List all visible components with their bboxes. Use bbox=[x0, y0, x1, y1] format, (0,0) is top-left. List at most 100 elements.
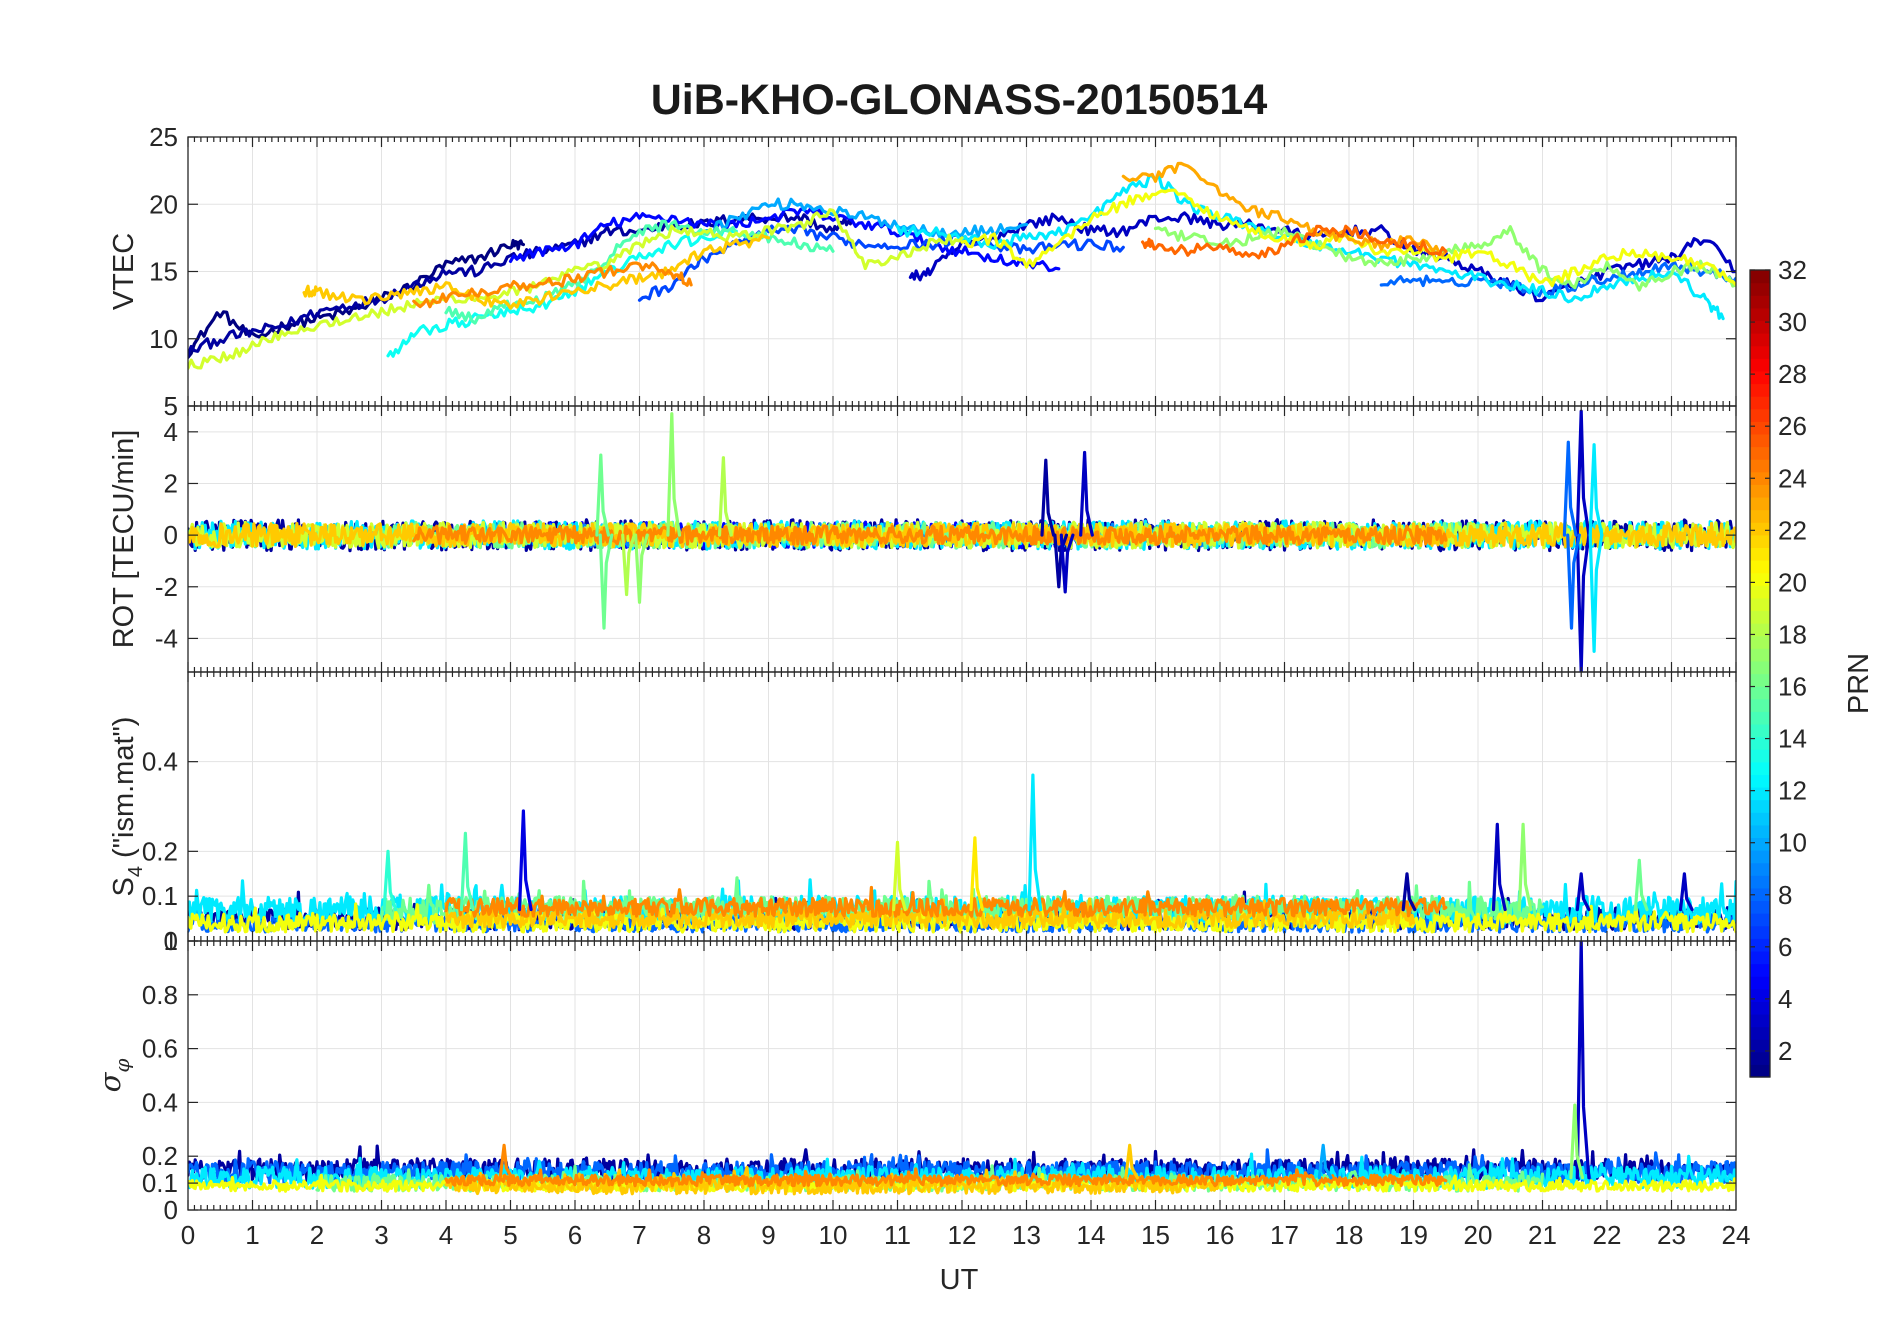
ytick-label: 0.8 bbox=[142, 980, 178, 1010]
traces-s4 bbox=[188, 773, 1736, 934]
xtick-label: 15 bbox=[1141, 1220, 1170, 1250]
colorbar-segment bbox=[1750, 698, 1770, 712]
ytick-label: 2 bbox=[164, 468, 178, 498]
xtick-label: 16 bbox=[1206, 1220, 1235, 1250]
ytick-label: 25 bbox=[149, 122, 178, 152]
series-prn-7 bbox=[637, 224, 1125, 302]
spike-prn-3 bbox=[1059, 533, 1075, 594]
spike-prn-3 bbox=[1491, 822, 1507, 912]
colorbar-segment bbox=[1750, 723, 1770, 738]
colorbar-tick-label: 20 bbox=[1778, 567, 1807, 597]
colorbar-segment bbox=[1750, 1026, 1770, 1040]
colorbar-segment bbox=[1750, 1064, 1770, 1078]
colorbar-tick-label: 24 bbox=[1778, 463, 1807, 493]
ytick-label: 0.1 bbox=[142, 1168, 178, 1198]
xtick-label: 8 bbox=[697, 1220, 711, 1250]
xtick-label: 12 bbox=[948, 1220, 977, 1250]
spike-prn-3 bbox=[1575, 533, 1591, 672]
colorbar-tick-label: 16 bbox=[1778, 672, 1807, 702]
series-prn-19 bbox=[188, 208, 964, 370]
colorbar-segment bbox=[1750, 976, 1770, 990]
spike-prn-21 bbox=[969, 836, 985, 912]
traces-rot bbox=[188, 409, 1736, 672]
spike-prn-22 bbox=[1124, 1143, 1139, 1180]
ytick-label: 0 bbox=[164, 926, 178, 956]
ylabel-sigma_phi: σφ bbox=[93, 1059, 134, 1093]
spike-prn-19 bbox=[892, 840, 907, 912]
colorbar-segment bbox=[1750, 1001, 1770, 1015]
ytick-label: 0.2 bbox=[142, 1141, 178, 1171]
colorbar-segment bbox=[1750, 585, 1770, 599]
xtick-label: 20 bbox=[1464, 1220, 1493, 1250]
colorbar-tick-label: 8 bbox=[1778, 880, 1792, 910]
xtick-label: 3 bbox=[374, 1220, 388, 1250]
colorbar-tick-label: 10 bbox=[1778, 828, 1807, 858]
panel-rot: -4 -2 0 2 4 ROT [TECU/min] bbox=[108, 405, 1737, 673]
xtick-label: 21 bbox=[1528, 1220, 1557, 1250]
xtick-label: 10 bbox=[819, 1220, 848, 1250]
traces-vtec bbox=[188, 161, 1736, 370]
colorbar-tick-label: 22 bbox=[1778, 515, 1807, 545]
ytick-label: 0.1 bbox=[142, 881, 178, 911]
xtick-label: 19 bbox=[1399, 1220, 1428, 1250]
spike-prn-16 bbox=[1633, 858, 1649, 912]
colorbar-segment bbox=[1750, 824, 1770, 839]
colorbar-segment bbox=[1750, 597, 1770, 612]
ylabel-rot: ROT [TECU/min] bbox=[108, 430, 140, 649]
colorbar-segment bbox=[1750, 1051, 1770, 1065]
spike-prn-17 bbox=[1569, 1103, 1585, 1180]
colorbar-segment bbox=[1750, 383, 1770, 397]
colorbar-segment bbox=[1750, 320, 1770, 334]
spike-prn-17 bbox=[634, 533, 649, 604]
colorbar-segment bbox=[1750, 761, 1770, 775]
colorbar-segment bbox=[1750, 799, 1770, 813]
series-prn-13 bbox=[386, 228, 738, 358]
colorbar-segment bbox=[1750, 786, 1770, 801]
ticks-s4 bbox=[187, 672, 1737, 942]
spike-prn-17 bbox=[1517, 822, 1533, 912]
spike-prn-3 bbox=[1678, 872, 1694, 912]
ytick-label: 4 bbox=[164, 417, 178, 447]
ytick-label: -4 bbox=[155, 623, 178, 653]
colorbar-segment bbox=[1750, 900, 1770, 914]
colorbar-tick-label: 14 bbox=[1778, 724, 1807, 754]
colorbar-segment bbox=[1750, 686, 1770, 700]
colorbar-segment bbox=[1750, 333, 1770, 347]
colorbar-segment bbox=[1750, 850, 1770, 864]
series-prn-25 bbox=[1141, 224, 1448, 260]
series-prn-24 bbox=[444, 1167, 1448, 1188]
colorbar-segment bbox=[1750, 648, 1770, 662]
colorbar-tick-label: 4 bbox=[1778, 984, 1792, 1014]
xtick-label: 6 bbox=[568, 1220, 582, 1250]
ytick-label: 5 bbox=[164, 391, 178, 421]
colorbar-segment bbox=[1750, 610, 1770, 624]
colorbar-segment bbox=[1750, 988, 1770, 1002]
spike-prn-12 bbox=[1588, 533, 1604, 653]
colorbar-label: PRN bbox=[1843, 653, 1875, 714]
colorbar-segment bbox=[1750, 572, 1770, 586]
panel-s4: 0 0.1 0.2 0.4S4 ("ism.mat") bbox=[108, 671, 1737, 956]
colorbar-segment bbox=[1750, 358, 1770, 372]
colorbar-segment bbox=[1750, 711, 1770, 725]
xtick-label: 4 bbox=[439, 1220, 453, 1250]
colorbar-segment bbox=[1750, 1013, 1770, 1028]
spike-prn-3 bbox=[1079, 450, 1094, 537]
colorbar-segment bbox=[1750, 484, 1770, 498]
spike-prn-14 bbox=[382, 849, 398, 912]
xtick-label: 23 bbox=[1657, 1220, 1686, 1250]
colorbar-segment bbox=[1750, 774, 1770, 788]
spike-prn-8 bbox=[1566, 533, 1581, 630]
colorbar-segment bbox=[1750, 534, 1770, 549]
colorbar-segment bbox=[1750, 370, 1770, 385]
colorbar-segment bbox=[1750, 509, 1770, 523]
colorbar-tick-label: 30 bbox=[1778, 307, 1807, 337]
ytick-label: 1 bbox=[164, 926, 178, 956]
xtick-label: 0 bbox=[181, 1220, 195, 1250]
xtick-label: 14 bbox=[1077, 1220, 1106, 1250]
colorbar-segment bbox=[1750, 887, 1770, 902]
colorbar-segment bbox=[1750, 1039, 1770, 1053]
